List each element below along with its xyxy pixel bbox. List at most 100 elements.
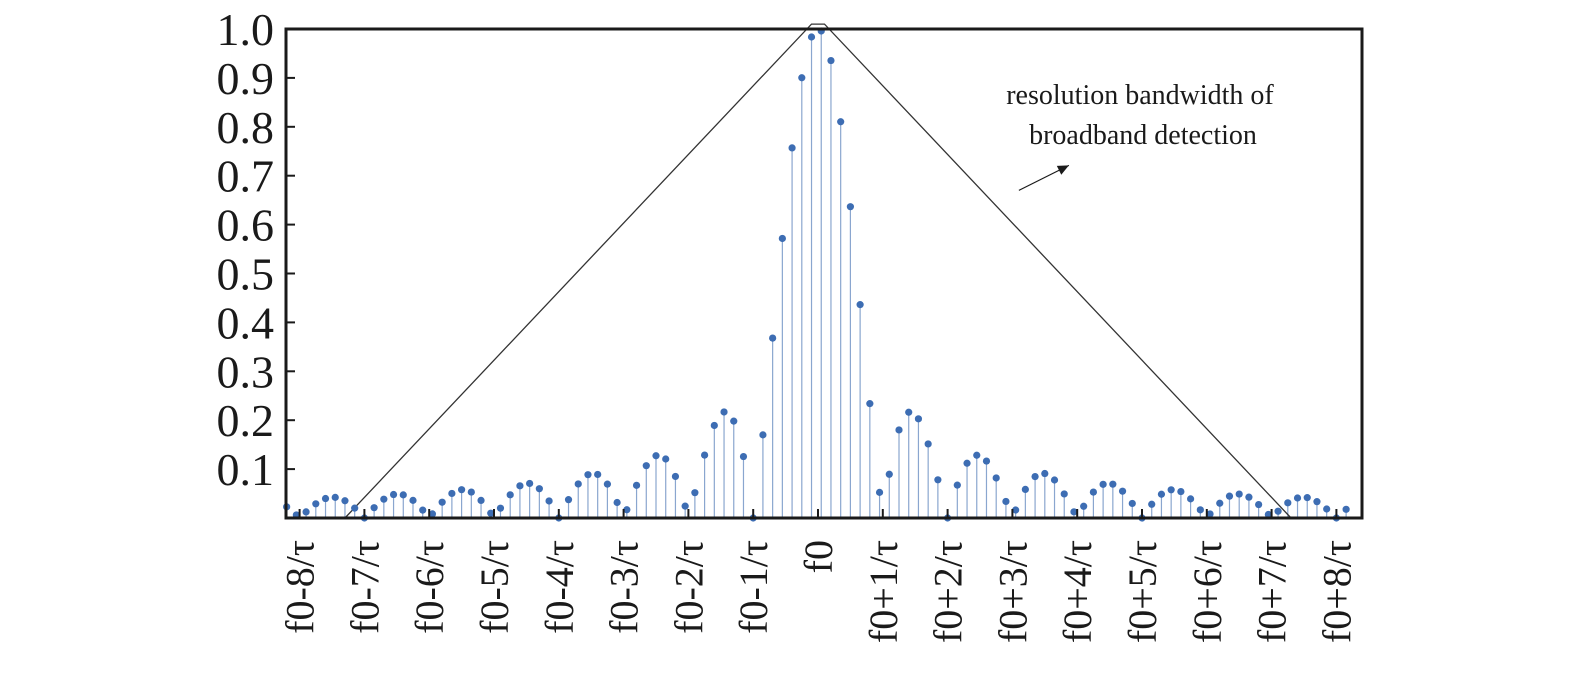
data-point <box>477 496 485 505</box>
data-point <box>1041 469 1049 478</box>
data-point <box>487 509 495 517</box>
data-point <box>1303 494 1311 502</box>
data-point <box>992 474 1000 482</box>
data-point <box>1225 492 1234 500</box>
data-point <box>399 491 407 499</box>
data-point <box>856 301 864 309</box>
data-point <box>1313 498 1321 506</box>
data-point <box>934 476 942 484</box>
data-point <box>1274 507 1282 515</box>
data-point <box>564 496 573 504</box>
y-tick-label: 0.6 <box>217 200 275 251</box>
data-point <box>516 482 524 490</box>
data-point <box>778 234 786 243</box>
x-tick-label: f0+3/τ <box>990 540 1035 643</box>
data-point <box>1050 476 1059 484</box>
data-point <box>1284 499 1292 507</box>
x-tick-label: f0-6/τ <box>407 540 452 634</box>
data-point <box>370 504 378 512</box>
data-point <box>691 489 699 497</box>
data-point <box>1099 480 1107 488</box>
data-point <box>302 508 310 516</box>
data-point <box>438 498 446 506</box>
data-point <box>1080 502 1088 510</box>
y-tick-label: 0.2 <box>217 395 275 446</box>
data-point <box>1089 488 1097 496</box>
y-tick-label: 0.3 <box>217 346 275 397</box>
envelope-line <box>344 23 1292 519</box>
data-point <box>642 462 650 470</box>
y-tick-label: 0.1 <box>217 444 275 495</box>
data-point <box>1323 505 1331 513</box>
x-tick-label: f0+4/τ <box>1055 540 1100 643</box>
data-point <box>846 203 855 211</box>
x-axis: f0-8/τ f0-7/τ f0-6/τ f0-5/τ f0-4/τ f0-3/τ f0-2… <box>278 509 1359 643</box>
data-point <box>1206 510 1214 518</box>
data-point <box>321 494 330 503</box>
data-point <box>1118 487 1127 495</box>
data-point <box>1196 506 1204 514</box>
annotation-arrow <box>1018 164 1070 191</box>
data-point <box>613 498 621 507</box>
data-point <box>467 488 475 496</box>
data-point <box>389 490 398 499</box>
x-tick-label: f0 <box>796 540 841 573</box>
data-point <box>973 451 981 459</box>
data-point <box>428 510 437 518</box>
data-point <box>701 451 709 459</box>
x-tick-label: f0+2/τ <box>926 540 971 643</box>
bandwidth-envelope <box>344 23 1292 519</box>
annotation-line-1: resolution bandwidth of <box>1006 80 1274 111</box>
data-point <box>681 502 689 510</box>
data-point <box>885 470 893 478</box>
y-tick-label: 0.5 <box>217 249 275 300</box>
y-tick-label: 0.9 <box>217 53 275 104</box>
data-point <box>584 471 592 479</box>
x-tick-label: f0-1/τ <box>731 540 776 634</box>
data-point <box>788 144 796 152</box>
data-point <box>866 400 874 408</box>
data-point <box>496 504 505 512</box>
data-point <box>380 495 388 503</box>
x-tick-label: f0-2/τ <box>666 540 711 634</box>
data-point <box>535 485 543 493</box>
data-point <box>1060 490 1068 498</box>
data-point <box>769 334 777 342</box>
data-point <box>1255 500 1263 509</box>
data-point <box>526 479 534 488</box>
data-point <box>632 481 641 489</box>
data-point <box>1293 494 1302 502</box>
data-point <box>419 506 427 514</box>
data-point <box>1157 490 1166 498</box>
data-point <box>409 496 417 504</box>
data-point <box>720 408 728 416</box>
data-point <box>1021 485 1029 494</box>
data-point <box>652 452 660 460</box>
data-point <box>730 417 738 425</box>
data-point <box>1167 486 1175 494</box>
x-tick-label: f0+6/τ <box>1185 540 1230 643</box>
data-point <box>574 480 582 488</box>
data-point <box>1109 480 1117 488</box>
data-point <box>671 472 680 481</box>
data-point <box>506 491 514 499</box>
data-point <box>1187 495 1195 503</box>
data-point <box>905 408 913 416</box>
data-point <box>1148 500 1156 508</box>
data-point <box>798 74 806 82</box>
data-point <box>710 421 718 430</box>
data-point <box>594 470 602 479</box>
x-tick-label: f0+8/τ <box>1314 540 1359 643</box>
y-tick-label: 0.7 <box>217 151 275 202</box>
data-point <box>1245 493 1253 501</box>
data-point <box>982 457 991 465</box>
data-point <box>458 486 466 494</box>
data-point <box>807 33 816 41</box>
x-tick-label: f0+5/τ <box>1120 540 1165 643</box>
data-point <box>875 488 884 496</box>
y-tick-label: 0.4 <box>217 297 275 348</box>
data-point <box>623 506 631 514</box>
y-axis: 0.10.20.30.40.50.60.70.80.91.0 <box>217 4 295 495</box>
y-tick-label: 0.8 <box>217 102 275 153</box>
